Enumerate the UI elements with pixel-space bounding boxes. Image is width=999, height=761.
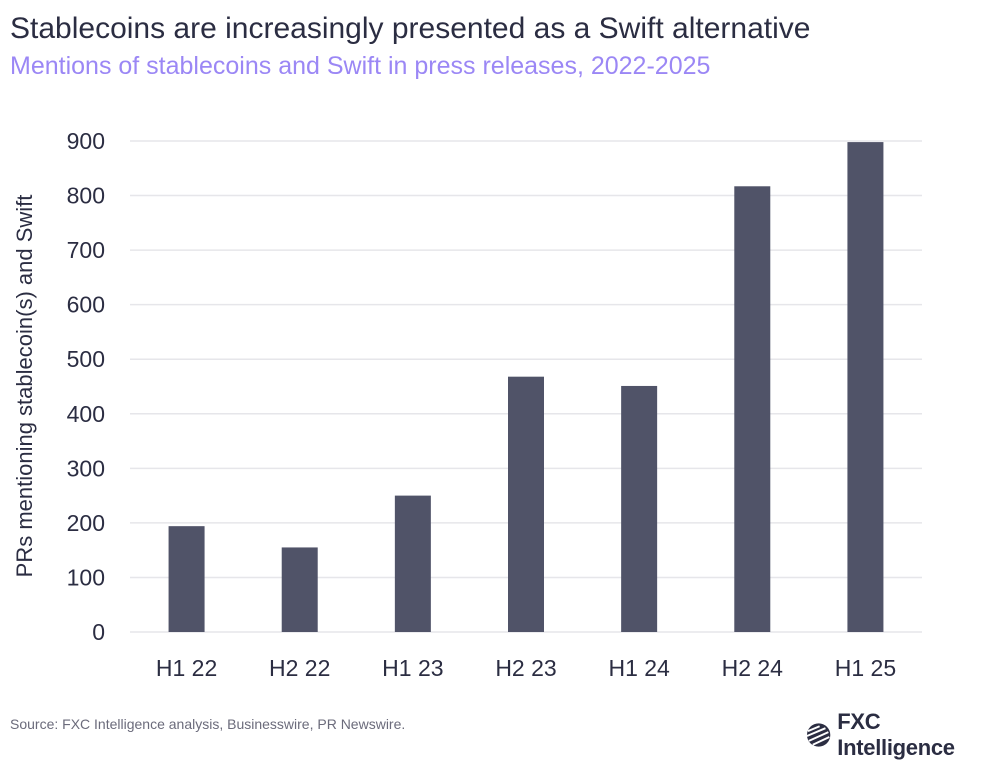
bar-h1-24 [621, 385, 658, 632]
y-tick-label: 400 [67, 401, 105, 427]
chart-subtitle: Mentions of stablecoins and Swift in pre… [10, 52, 711, 80]
x-tick-label: H1 22 [156, 655, 217, 681]
y-tick-label: 700 [67, 237, 105, 263]
x-tick-label: H1 24 [608, 655, 670, 681]
y-tick-label: 100 [67, 564, 105, 590]
y-tick-label: 800 [67, 183, 105, 209]
bar-h1-22 [168, 526, 205, 632]
x-tick-label: H2 23 [495, 655, 556, 681]
fxc-globe-logo-icon [806, 723, 831, 747]
bar-h2-22 [281, 547, 318, 632]
y-tick-label: 600 [67, 292, 105, 318]
fxc-logo: FXC Intelligence [806, 709, 999, 761]
bar-chart: 0 100 200 300 400 500 600 700 800 900 H1 22 H2 22 H… [12, 128, 922, 681]
x-tick-label: H2 22 [269, 655, 330, 681]
bar-h2-24 [734, 186, 771, 632]
bar-h1-25 [847, 142, 884, 632]
x-tick-label: H1 23 [382, 655, 443, 681]
bar-h1-23 [394, 495, 431, 632]
chart-title: Stablecoins are increasingly presented a… [10, 12, 811, 45]
y-tick-label: 300 [67, 455, 105, 481]
source-note: Source: FXC Intelligence analysis, Busin… [10, 716, 406, 732]
y-axis-label: PRs mentioning stablecoin(s) and Swift [12, 195, 37, 578]
y-tick-label: 900 [67, 128, 105, 154]
bar-h2-23 [508, 376, 544, 632]
y-tick-label: 500 [67, 346, 105, 372]
x-tick-label: H1 25 [835, 655, 896, 681]
x-tick-label: H2 24 [722, 655, 784, 681]
y-tick-label: 200 [67, 510, 105, 536]
logo-text: FXC Intelligence [837, 709, 955, 760]
y-tick-label: 0 [92, 619, 105, 645]
